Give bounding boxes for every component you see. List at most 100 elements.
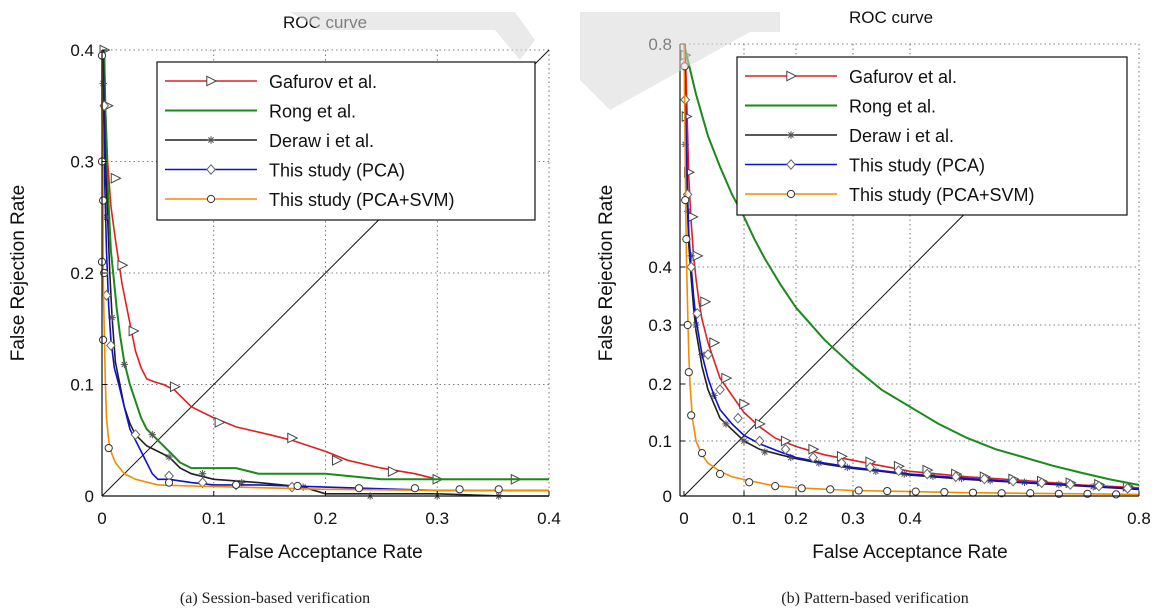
- legend-label: This study (PCA): [849, 156, 985, 176]
- data-point: [1122, 482, 1133, 494]
- data-point: [780, 435, 792, 447]
- legend-item: This study (PCA+SVM): [165, 190, 455, 210]
- data-point: [697, 449, 707, 458]
- series-line: [683, 43, 1140, 490]
- x-axis-label: False Acceptance Rate: [812, 542, 1007, 563]
- data-point: [787, 131, 795, 139]
- chart-title: ROC curve: [849, 8, 933, 27]
- data-point: [797, 484, 806, 493]
- diagonal-line: [683, 210, 968, 497]
- y-tick-label: 0.8: [648, 35, 672, 54]
- x-tick-label: 0.3: [841, 509, 865, 528]
- data-point: [165, 453, 173, 461]
- data-point: [354, 484, 364, 493]
- data-point: [206, 194, 216, 204]
- data-point: [786, 159, 796, 170]
- data-point: [754, 435, 765, 447]
- series-1: [683, 43, 1140, 486]
- data-point: [130, 429, 141, 441]
- data-point: [104, 443, 113, 453]
- caption-pattern: (b) Pattern-based verification: [781, 590, 968, 607]
- legend-label: Deraw i et al.: [849, 126, 954, 146]
- x-tick-label: 0.2: [784, 509, 808, 528]
- data-point: [968, 488, 978, 497]
- data-point: [786, 70, 798, 82]
- y-tick-label: 0: [663, 487, 672, 506]
- data-point: [836, 457, 847, 469]
- data-point: [703, 349, 713, 360]
- legend-label: Gafurov et al.: [849, 67, 957, 87]
- data-point: [128, 325, 140, 337]
- legend-box: [736, 56, 1128, 216]
- y-axis-label: False Rejection Rate: [8, 185, 29, 361]
- legend-item: Deraw i et al.: [745, 126, 954, 146]
- legend: Gafurov et al. Rong et al. Deraw i et al. T…: [736, 56, 1128, 216]
- data-point: [1036, 477, 1047, 489]
- legend-item: This study (PCA): [745, 156, 985, 176]
- y-tick-label: 0.2: [70, 264, 94, 283]
- x-tick-label: 0.1: [732, 509, 756, 528]
- y-tick-label: 0: [85, 487, 94, 506]
- data-point: [865, 461, 875, 473]
- data-point: [1094, 480, 1104, 492]
- legend-item: This study (PCA+SVM): [745, 185, 1035, 205]
- data-point: [893, 465, 904, 477]
- legend-label: This study (PCA+SVM): [849, 185, 1035, 205]
- x-tick-label: 0.4: [898, 509, 922, 528]
- data-point: [455, 485, 464, 494]
- data-point: [206, 164, 216, 175]
- caption-session: (a) Session-based verification: [180, 590, 370, 607]
- series-line: [684, 43, 1140, 489]
- data-point: [1026, 489, 1035, 498]
- y-tick-label: 0.3: [70, 153, 94, 172]
- data-point: [387, 465, 399, 477]
- data-point: [722, 420, 730, 428]
- legend-item: This study (PCA): [165, 161, 405, 181]
- data-point: [148, 430, 156, 439]
- x-tick-label: 0.1: [202, 509, 226, 528]
- data-point: [232, 480, 241, 489]
- data-point: [687, 411, 696, 420]
- data-point: [740, 437, 748, 445]
- data-point: [883, 486, 892, 496]
- data-point: [1112, 490, 1121, 499]
- data-point: [120, 360, 129, 369]
- data-point: [684, 368, 693, 377]
- data-point: [106, 340, 116, 351]
- data-point: [198, 470, 207, 478]
- legend-item: Deraw i et al.: [165, 131, 374, 151]
- chart-title: ROC curve: [283, 13, 367, 32]
- data-point: [681, 196, 690, 205]
- data-point: [110, 172, 122, 184]
- data-point: [99, 335, 108, 344]
- y-axis-label: False Rejection Rate: [596, 185, 617, 361]
- y-tick-label: 0.4: [70, 41, 94, 60]
- data-point: [686, 261, 697, 273]
- data-point: [715, 384, 725, 396]
- x-tick-label: 0.4: [537, 509, 561, 528]
- data-point: [683, 320, 692, 330]
- data-point: [771, 482, 780, 491]
- data-point: [745, 478, 754, 487]
- data-point: [692, 307, 703, 319]
- data-point: [780, 443, 791, 455]
- data-point: [117, 259, 129, 271]
- y-tick-label: 0.3: [648, 316, 672, 335]
- data-point: [721, 372, 733, 384]
- legend-label: Rong et al.: [269, 102, 356, 122]
- x-tick-label: 0.8: [1127, 509, 1151, 528]
- data-point: [99, 196, 108, 205]
- data-point: [169, 381, 181, 393]
- data-point: [761, 448, 769, 456]
- data-point: [293, 481, 302, 491]
- roc-panel-session: 0 0.1 0.2 0.3 0.4 0 0.1 0.2 0.3 0.4 ROC curve False…: [8, 13, 561, 563]
- data-point: [680, 62, 689, 71]
- legend-label: This study (PCA+SVM): [269, 190, 455, 210]
- data-point: [700, 296, 712, 308]
- data-point: [682, 235, 691, 244]
- legend-item: Gafurov et al.: [165, 72, 377, 92]
- data-point: [206, 75, 218, 87]
- data-point: [911, 487, 920, 496]
- data-point: [940, 488, 949, 497]
